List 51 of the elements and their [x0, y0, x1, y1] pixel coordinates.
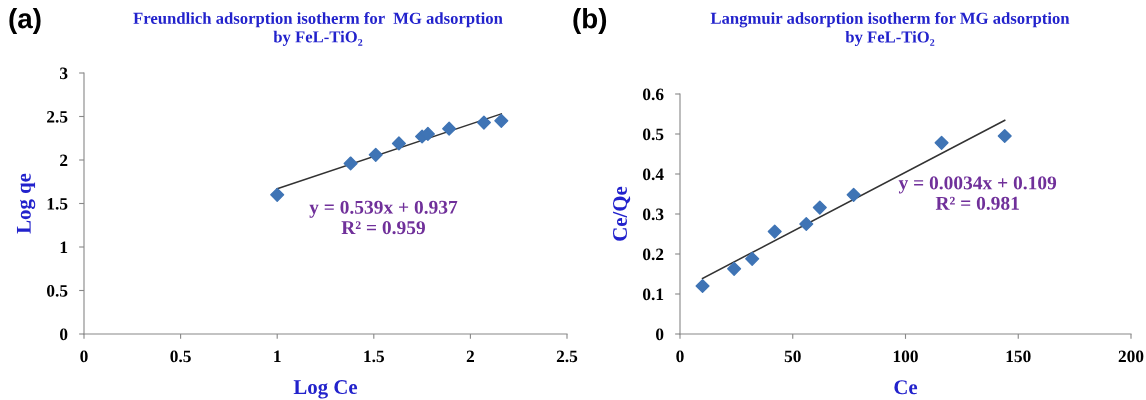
point	[997, 128, 1012, 144]
x-tick-label: 150	[1006, 350, 1031, 363]
point	[494, 113, 509, 128]
annotation: y = 0.539x + 0.937 R² = 0.959	[309, 200, 458, 235]
x-tick-label: 100	[893, 350, 918, 363]
y-tick-label: 0	[656, 328, 664, 341]
point	[476, 115, 491, 130]
y-tick-label: 0.2	[642, 248, 664, 261]
text: (b)	[573, 8, 607, 34]
point	[442, 121, 457, 136]
chart-title: Langmuir adsorption isotherm for MG adsorption by FeL-TiO₂	[710, 12, 1070, 47]
y-tick-label: 0.1	[642, 288, 664, 301]
x-tick-label: 0	[80, 350, 88, 363]
point	[934, 135, 949, 150]
annotation: y = 0.0034x + 0.109 R² = 0.981	[898, 176, 1057, 210]
point	[695, 278, 710, 294]
x-tick-label: 2	[466, 350, 474, 363]
point	[812, 200, 827, 215]
y-tick-label: 0.3	[642, 208, 664, 221]
y-tick-label: 0.5	[642, 128, 664, 141]
y-tick-label: 0.6	[642, 88, 664, 101]
y-axis-title: Log qe	[16, 173, 36, 234]
y-tick-label: 3	[60, 67, 68, 80]
point	[391, 136, 406, 151]
x-tick-label: 0	[676, 350, 684, 363]
point	[343, 156, 358, 171]
y-tick-label: 1.5	[47, 198, 68, 210]
x-axis-title: Log Ce	[293, 380, 358, 399]
x-tick-label: 50	[784, 350, 801, 363]
y-axis-title: Ce/Qe	[612, 186, 631, 241]
y-tick-label: 0.5	[46, 284, 68, 297]
y-tick-label: 2.5	[47, 111, 68, 123]
point	[270, 187, 285, 202]
y-tick-label: 1	[60, 241, 68, 254]
y-tick-label: 2	[60, 154, 68, 167]
point	[745, 251, 760, 266]
y-tick-label: 0	[60, 328, 68, 341]
text: (a)	[9, 8, 41, 34]
x-tick-label: 200	[1118, 350, 1144, 363]
y-tick-label: 0.4	[642, 168, 664, 181]
chart-title: Freundlich adsorption isotherm for MG adsorption by FeL-TiO₂	[133, 12, 503, 46]
x-tick-label: 1	[274, 350, 281, 363]
x-tick-label: 1.5	[364, 350, 385, 363]
point	[727, 261, 742, 276]
x-tick-label: 2.5	[556, 350, 578, 363]
point	[799, 216, 814, 232]
x-tick-label: 0.5	[170, 350, 191, 363]
point	[767, 224, 782, 239]
point	[368, 147, 383, 162]
point	[846, 187, 861, 202]
x-axis-title: Ce	[894, 380, 918, 395]
